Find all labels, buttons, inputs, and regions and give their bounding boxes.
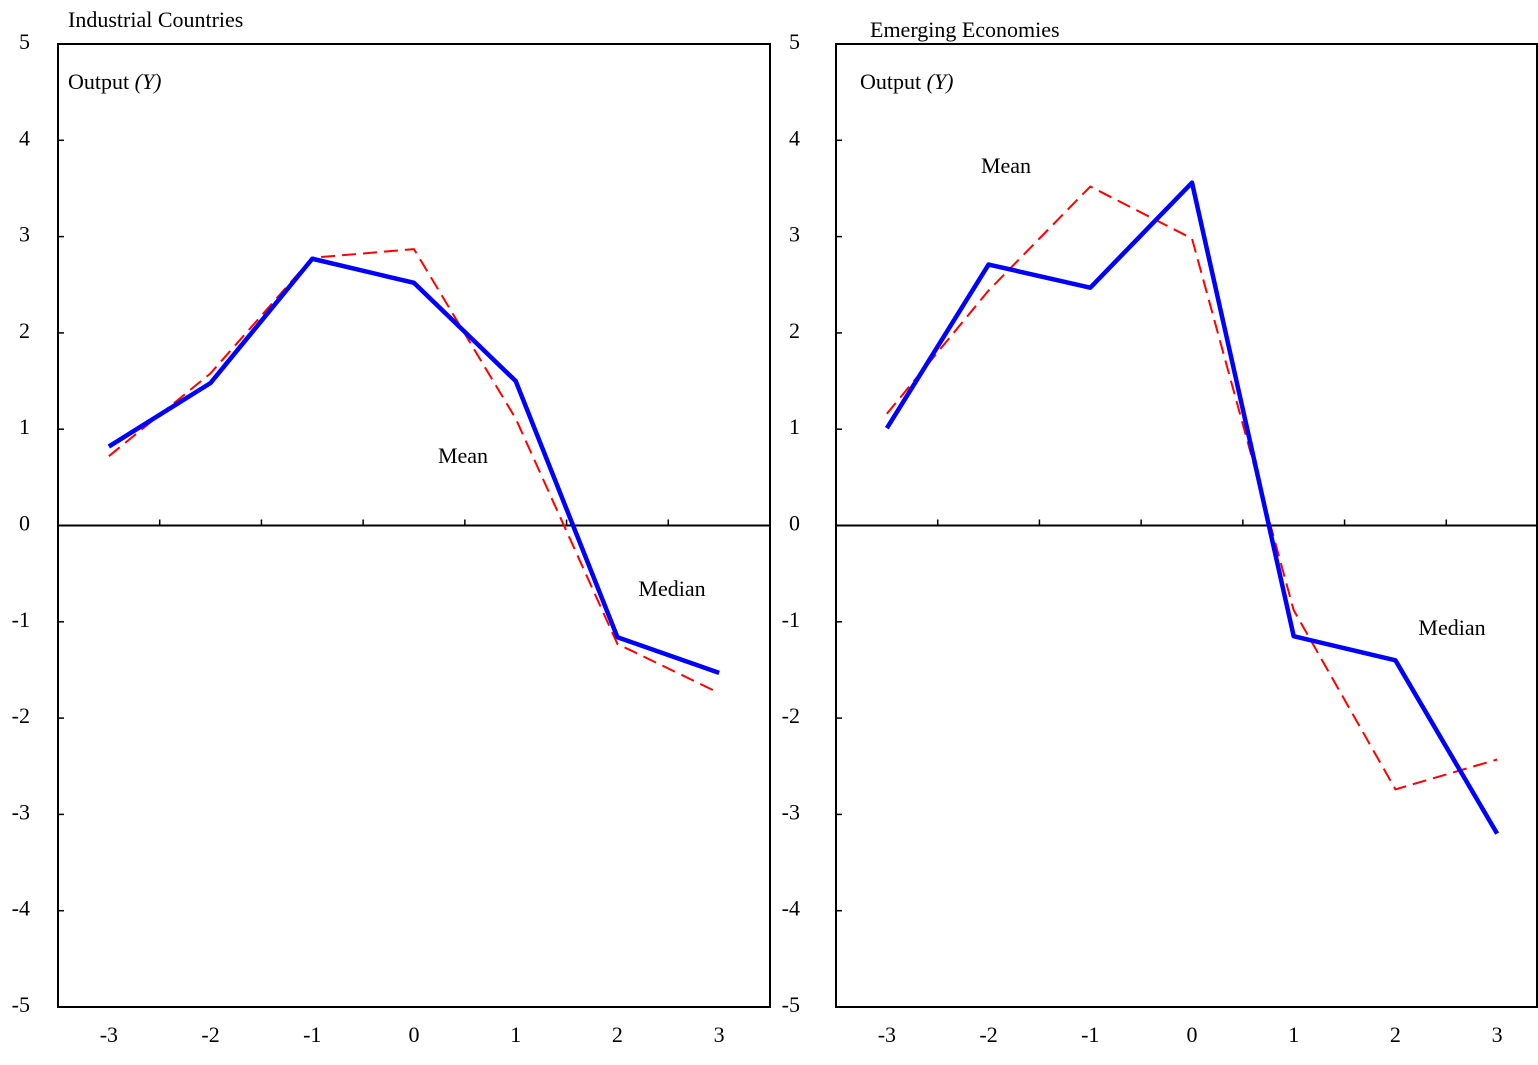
y-tick-label: -3 bbox=[782, 799, 800, 824]
x-tick-label: 3 bbox=[1492, 1022, 1503, 1047]
x-tick-label: -1 bbox=[1081, 1022, 1099, 1047]
y-tick-label: 5 bbox=[789, 29, 800, 54]
chart-title: Emerging Economies bbox=[870, 17, 1060, 42]
subtitle-text: Output bbox=[860, 69, 921, 94]
x-tick-label: 0 bbox=[409, 1022, 420, 1047]
y-tick-label: 4 bbox=[789, 125, 800, 150]
data-line bbox=[884, 180, 1500, 835]
x-tick-label: -1 bbox=[303, 1022, 321, 1047]
y-tick-label: -5 bbox=[12, 992, 30, 1017]
subtitle-symbol: (Y) bbox=[927, 69, 954, 94]
x-tick-label: 2 bbox=[612, 1022, 623, 1047]
y-tick-label: -4 bbox=[782, 896, 800, 921]
y-tick-label: 1 bbox=[19, 414, 30, 439]
y-tick-label: -2 bbox=[12, 703, 30, 728]
subtitle-symbol: (Y) bbox=[135, 69, 162, 94]
y-tick-label: 1 bbox=[789, 414, 800, 439]
x-tick-label: 3 bbox=[714, 1022, 725, 1047]
x-tick-label: -2 bbox=[201, 1022, 219, 1047]
subtitle-text: Output bbox=[68, 69, 129, 94]
x-tick-label: -2 bbox=[979, 1022, 997, 1047]
y-tick-label: 0 bbox=[19, 511, 30, 536]
subtitle: Output (Y) bbox=[860, 69, 954, 94]
y-tick-label: 4 bbox=[19, 125, 30, 150]
y-tick-label: -2 bbox=[782, 703, 800, 728]
x-tick-label: 1 bbox=[510, 1022, 521, 1047]
y-tick-label: 3 bbox=[789, 222, 800, 247]
data-line bbox=[886, 185, 1498, 791]
y-tick-label: 3 bbox=[19, 222, 30, 247]
data-line bbox=[107, 256, 720, 675]
annotation: Mean bbox=[981, 153, 1031, 178]
x-tick-label: -3 bbox=[878, 1022, 896, 1047]
annotation: Median bbox=[638, 576, 705, 601]
x-tick-label: 1 bbox=[1288, 1022, 1299, 1047]
y-tick-label: -4 bbox=[12, 896, 30, 921]
chart-title: Industrial Countries bbox=[68, 7, 243, 32]
y-tick-label: 5 bbox=[19, 29, 30, 54]
annotation: Median bbox=[1418, 615, 1485, 640]
y-tick-label: 2 bbox=[19, 318, 30, 343]
y-tick-label: -1 bbox=[12, 607, 30, 632]
x-tick-label: 2 bbox=[1390, 1022, 1401, 1047]
data-line bbox=[108, 248, 720, 694]
subtitle: Output (Y) bbox=[68, 69, 162, 94]
y-tick-label: -5 bbox=[782, 992, 800, 1017]
y-tick-label: -3 bbox=[12, 799, 30, 824]
y-tick-label: 2 bbox=[789, 318, 800, 343]
y-tick-label: -1 bbox=[782, 607, 800, 632]
x-tick-label: -3 bbox=[100, 1022, 118, 1047]
x-tick-label: 0 bbox=[1187, 1022, 1198, 1047]
annotation: Mean bbox=[438, 443, 488, 468]
y-tick-label: 0 bbox=[789, 511, 800, 536]
